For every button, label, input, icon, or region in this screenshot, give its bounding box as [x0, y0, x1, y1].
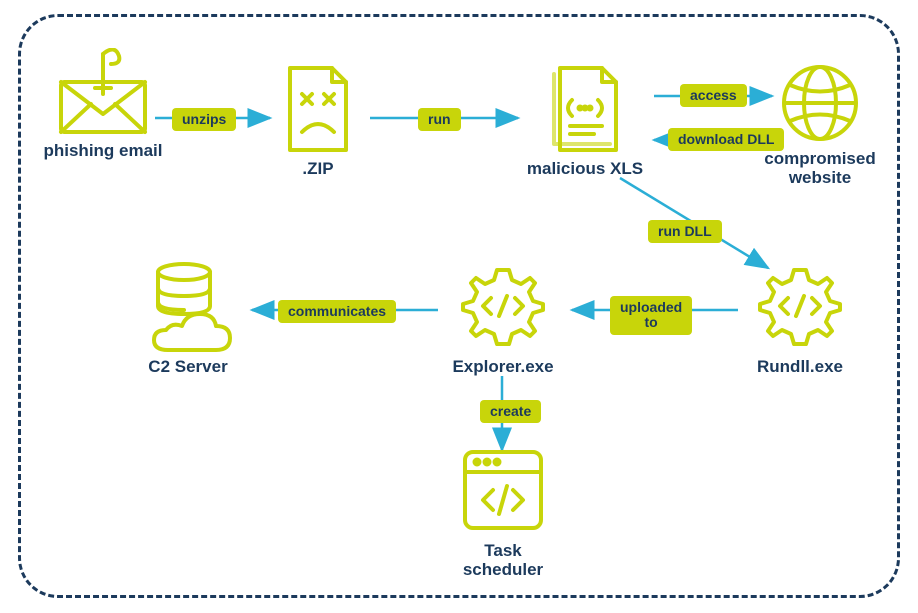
- node-phishing-email: phishing email: [38, 48, 168, 161]
- edge-label: run: [418, 108, 461, 131]
- node-compromised-website: compromised website: [760, 60, 880, 187]
- node-label: .ZIP: [268, 160, 368, 179]
- node-task-scheduler: Task scheduler: [438, 442, 568, 579]
- node-label: malicious XLS: [520, 160, 650, 179]
- gear-code-icon: [455, 258, 551, 354]
- globe-icon: [777, 60, 863, 146]
- edge-label: unzips: [172, 108, 236, 131]
- edge-label: access: [680, 84, 747, 107]
- node-explorer: Explorer.exe: [438, 258, 568, 377]
- node-rundll: Rundll.exe: [740, 258, 860, 377]
- node-malicious-xls: malicious XLS: [520, 60, 650, 179]
- edge-label: run DLL: [648, 220, 722, 243]
- window-code-icon: [455, 442, 551, 538]
- node-label: Rundll.exe: [740, 358, 860, 377]
- node-label: phishing email: [38, 142, 168, 161]
- edge-label: download DLL: [668, 128, 784, 151]
- edge-label: create: [480, 400, 541, 423]
- edge-label: communicates: [278, 300, 396, 323]
- gear-code-icon: [752, 258, 848, 354]
- node-zip: .ZIP: [268, 62, 368, 179]
- sad-file-icon: [278, 62, 358, 156]
- node-c2-server: C2 Server: [128, 258, 248, 377]
- node-label: Explorer.exe: [438, 358, 568, 377]
- node-label: Task scheduler: [438, 542, 568, 579]
- db-cloud-icon: [138, 258, 238, 354]
- node-label: compromised website: [760, 150, 880, 187]
- edge-label: uploaded to: [610, 296, 692, 335]
- envelope-hook-icon: [53, 48, 153, 138]
- code-file-icon: [540, 60, 630, 156]
- node-label: C2 Server: [128, 358, 248, 377]
